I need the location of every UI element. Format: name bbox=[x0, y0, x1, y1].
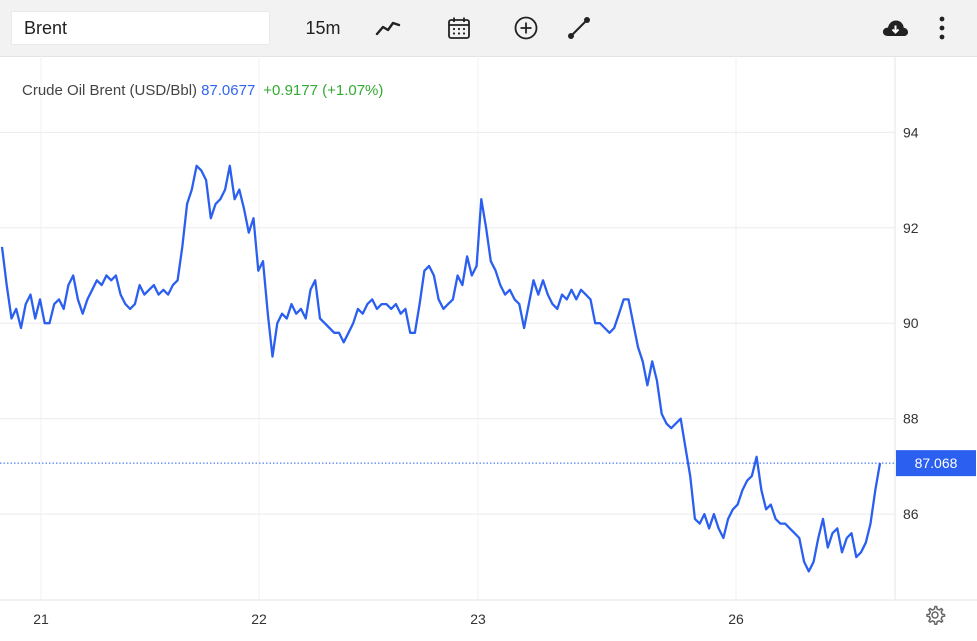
legend-price: 87.0677 bbox=[201, 82, 256, 99]
settings-button[interactable] bbox=[924, 604, 946, 626]
cloud-download-icon bbox=[882, 20, 908, 36]
legend-change: +0.9177 (+1.07%) bbox=[263, 82, 384, 99]
last-price-label: 87.068 bbox=[896, 450, 976, 477]
more-options-button[interactable] bbox=[930, 12, 954, 44]
calendar-icon bbox=[448, 17, 470, 39]
legend-name: Crude Oil Brent (USD/Bbl) bbox=[22, 82, 198, 99]
y-tick-label: 86 bbox=[903, 506, 919, 522]
x-tick-label: 23 bbox=[470, 611, 486, 627]
interval-button[interactable]: 15m bbox=[305, 17, 341, 38]
x-tick-label: 22 bbox=[251, 611, 267, 627]
draw-line-icon bbox=[568, 17, 590, 39]
chart-grid bbox=[0, 56, 977, 601]
draw-line-button[interactable] bbox=[564, 12, 594, 44]
price-series-line bbox=[0, 164, 882, 573]
add-indicator-button[interactable] bbox=[511, 12, 541, 44]
x-axis: 21 22 23 26 bbox=[33, 611, 744, 627]
y-tick-label: 94 bbox=[903, 124, 919, 140]
calendar-button[interactable] bbox=[444, 12, 474, 44]
settings-gear-icon bbox=[926, 605, 946, 625]
y-tick-label: 90 bbox=[903, 315, 919, 331]
last-price-label-bg bbox=[896, 450, 976, 477]
toolbar: Brent 15m bbox=[0, 0, 977, 57]
y-tick-label: 92 bbox=[903, 220, 919, 236]
add-indicator-icon bbox=[514, 16, 538, 40]
chart-type-icon bbox=[375, 21, 401, 36]
search-input[interactable]: Brent bbox=[11, 11, 270, 45]
price-chart[interactable]: 94 92 90 88 86 21 22 23 26 87.068 bbox=[0, 56, 977, 641]
x-tick-label: 26 bbox=[728, 611, 744, 627]
chart-type-button[interactable] bbox=[372, 12, 404, 44]
x-tick-label: 21 bbox=[33, 611, 49, 627]
last-price-label-text: 87.068 bbox=[915, 455, 958, 471]
more-vertical-icon bbox=[939, 16, 945, 40]
chart-legend: Crude Oil Brent (USD/Bbl) 87.0677 +0.9177 … bbox=[22, 82, 383, 99]
y-tick-label: 88 bbox=[903, 411, 919, 427]
download-button[interactable] bbox=[879, 12, 911, 44]
y-axis: 94 92 90 88 86 bbox=[903, 124, 919, 522]
